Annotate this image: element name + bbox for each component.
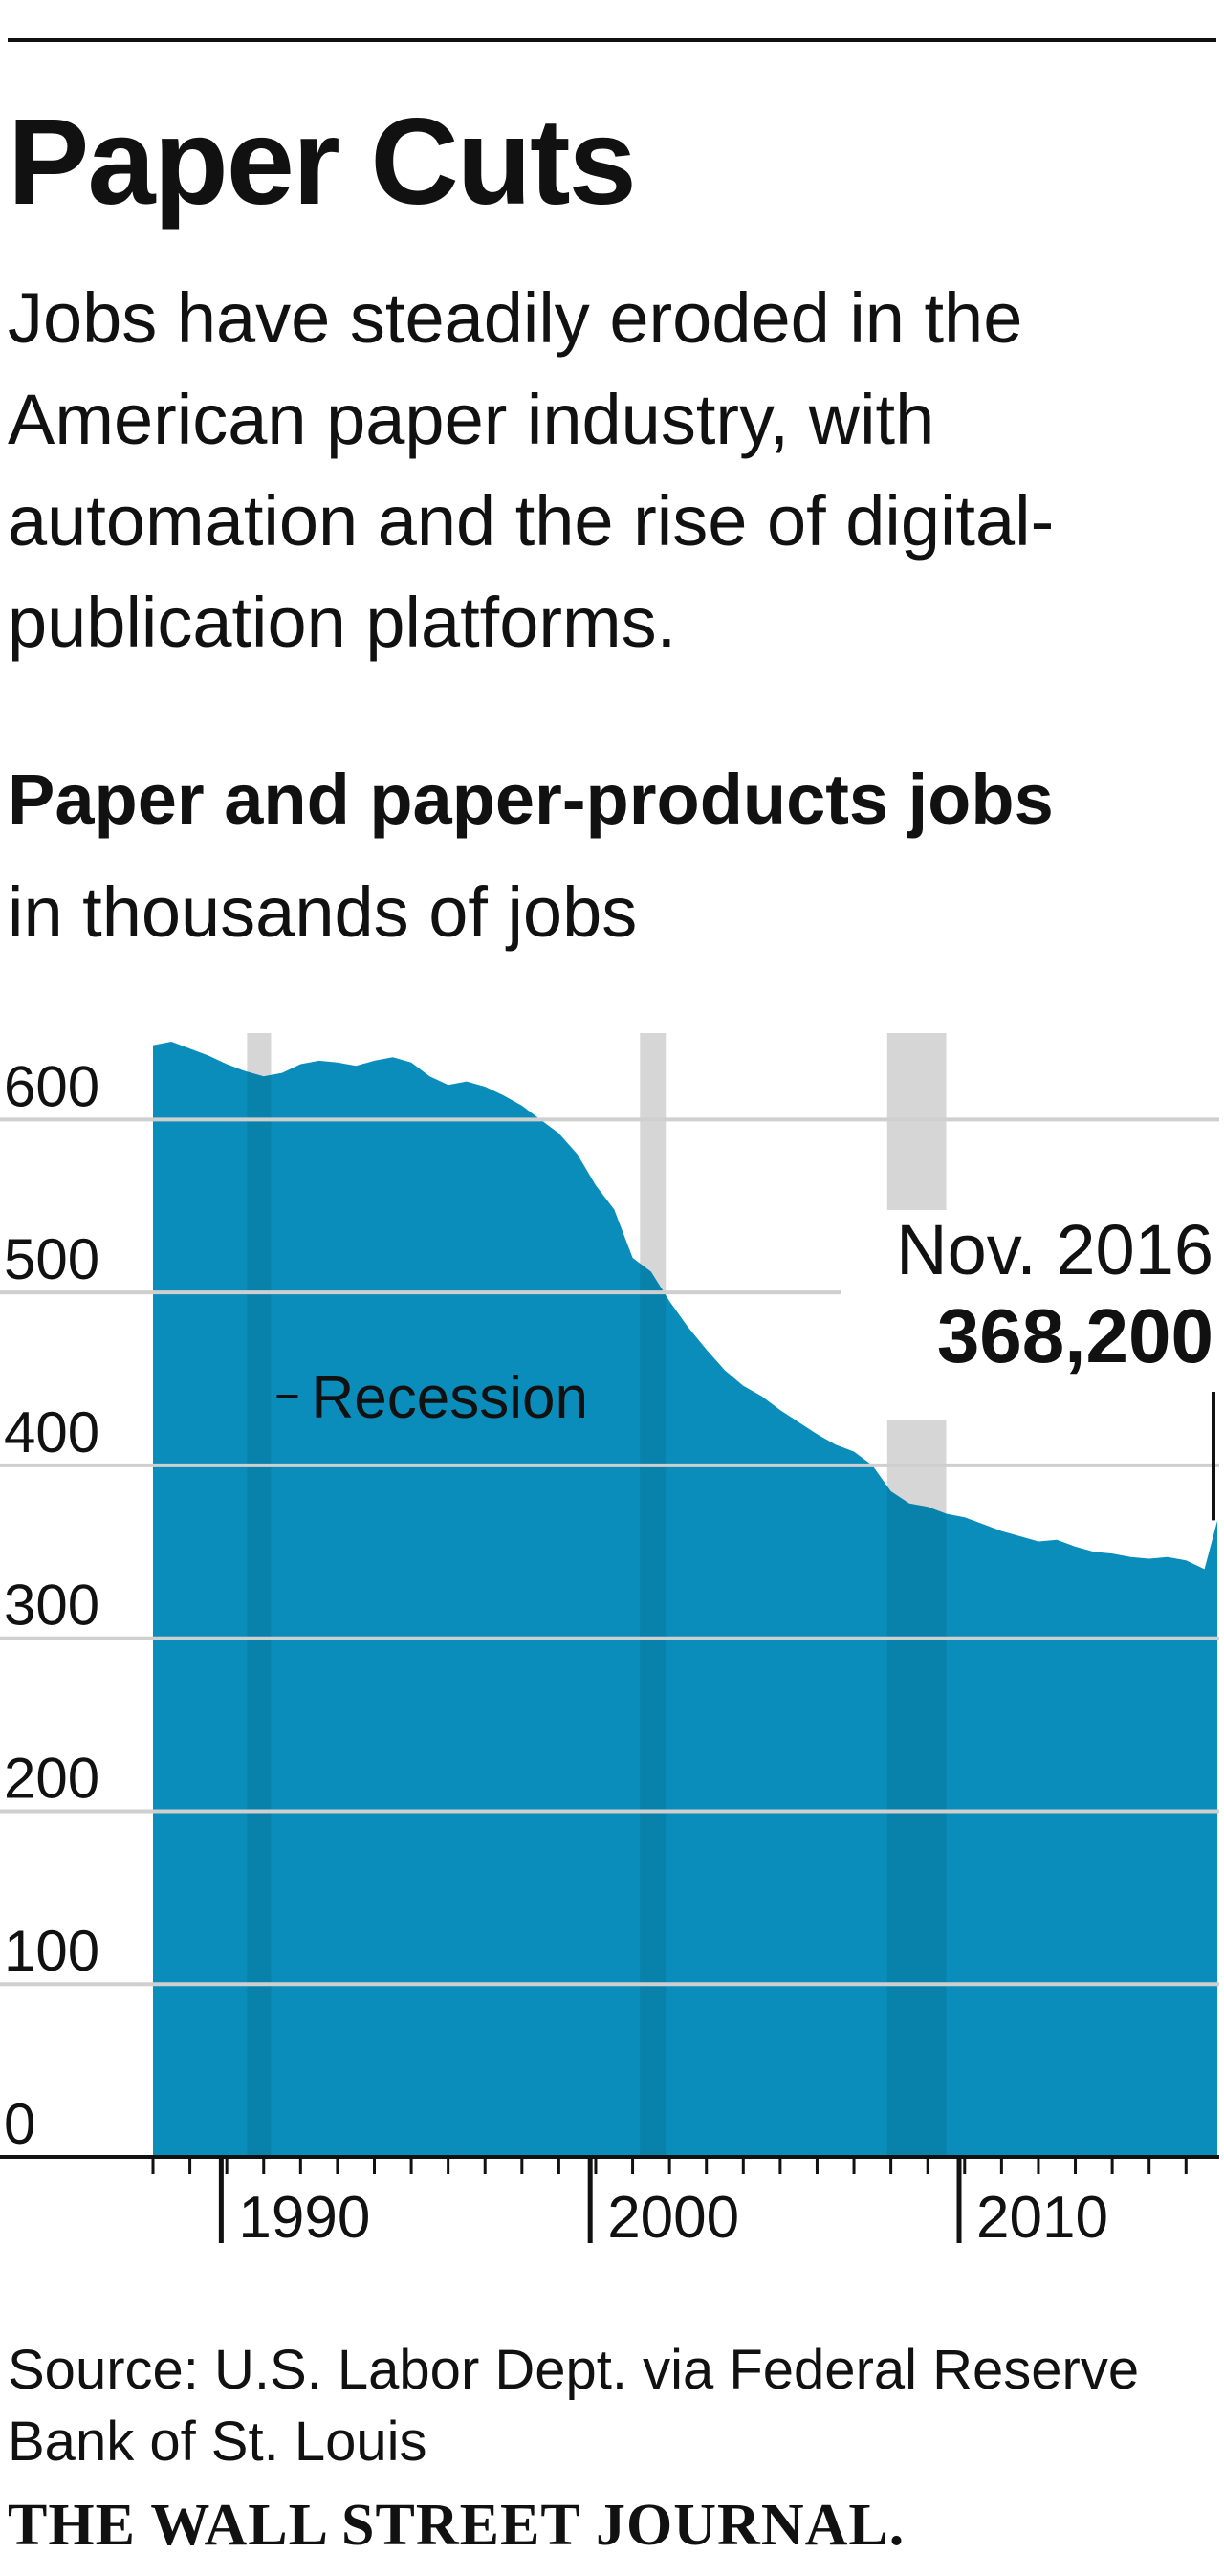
y-tick-label: 200: [4, 1746, 99, 1810]
y-tick-label: 300: [4, 1574, 99, 1638]
headline: Paper Cuts: [8, 94, 637, 231]
source-note: Source: U.S. Labor Dept. via Federal Res…: [8, 2339, 1140, 2473]
recession-label: Recession: [311, 1365, 587, 1431]
top-rule: [8, 38, 1216, 42]
chart-subtitle: in thousands of jobs: [8, 872, 638, 952]
chart-title: Paper and paper-products jobs: [8, 760, 1054, 839]
dek: Jobs have steadily eroded in the America…: [8, 278, 1055, 662]
jobs-area-chart: 0 100 200 300 400 500 600 1990 2000 2010 Recession…: [0, 1033, 1219, 2251]
x-tick-label: 1990: [238, 2185, 370, 2251]
annotation-value: 368,200: [937, 1293, 1213, 1378]
publisher-credit: THE WALL STREET JOURNAL.: [8, 2493, 906, 2558]
recession-overlap-1: [247, 1042, 272, 2157]
y-tick-label: 100: [4, 1919, 99, 1983]
y-tick-label: 600: [4, 1054, 99, 1118]
y-tick-label: 0: [4, 2092, 35, 2156]
jobs-area: [153, 1042, 1218, 2157]
y-tick-label: 400: [4, 1400, 99, 1464]
x-tick-label: 2000: [607, 2185, 739, 2251]
y-tick-label: 500: [4, 1227, 99, 1291]
x-tick-label: 2010: [976, 2185, 1108, 2251]
annotation-backing: [842, 1210, 1219, 1420]
annotation-date: Nov. 2016: [896, 1210, 1213, 1289]
